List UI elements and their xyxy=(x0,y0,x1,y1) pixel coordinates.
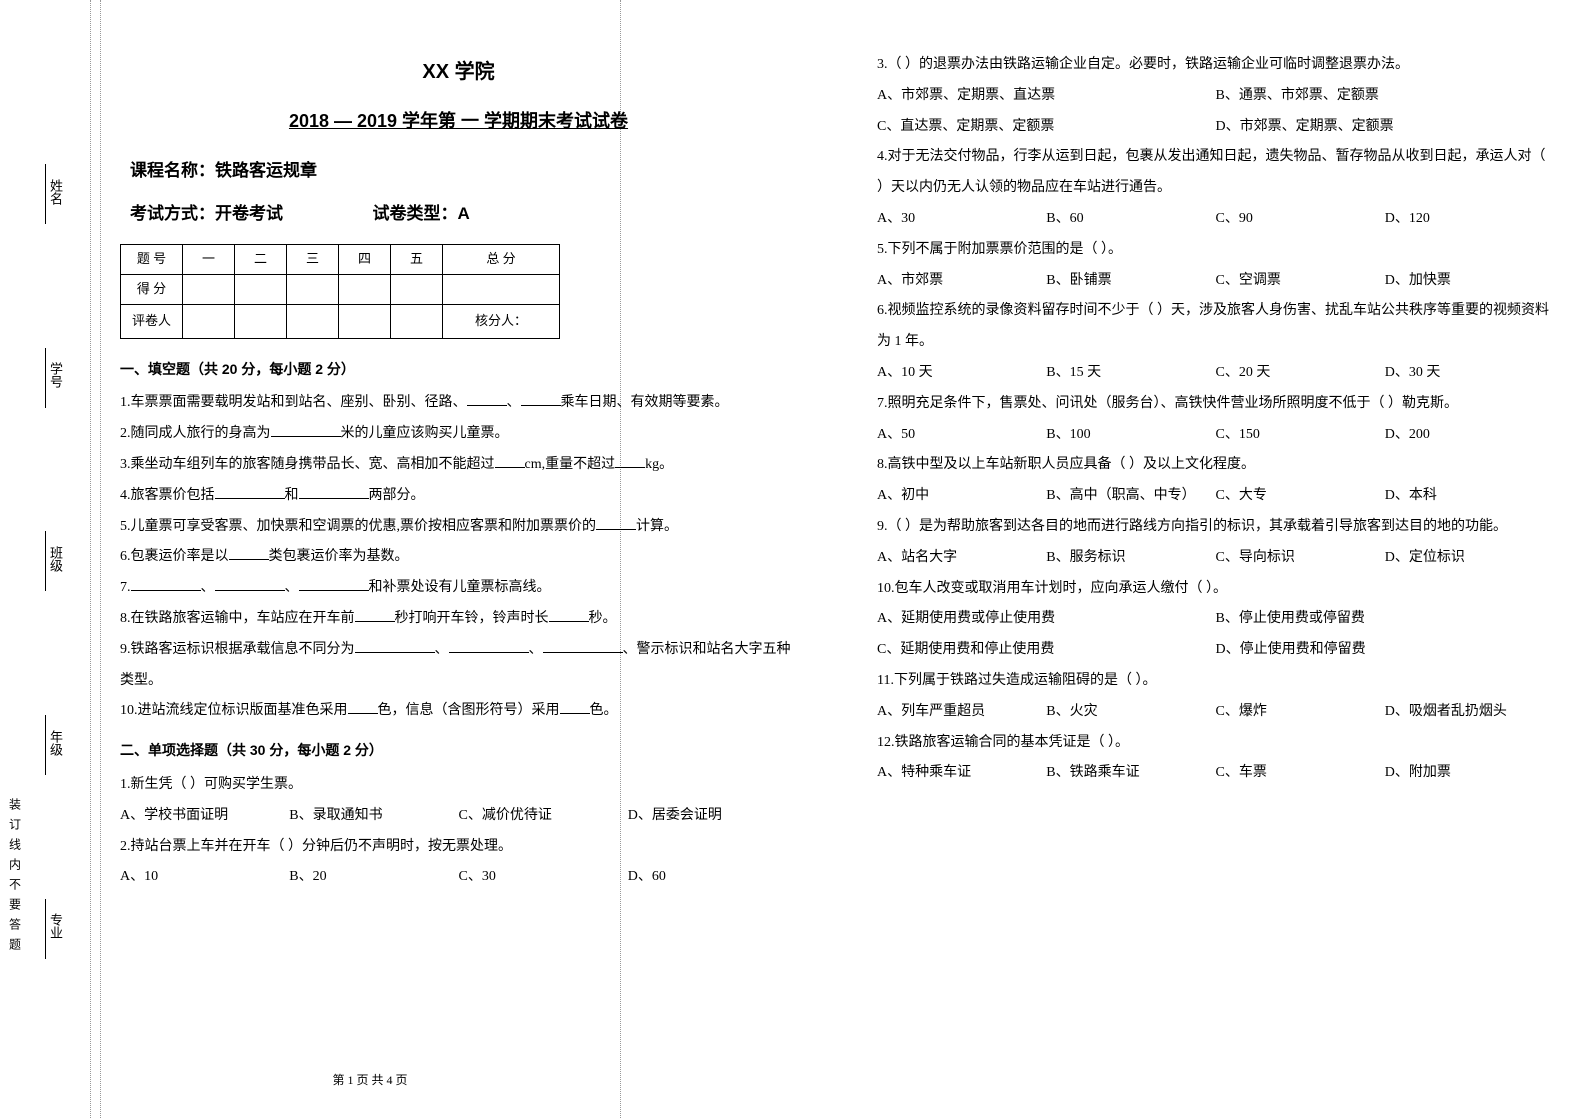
mc-q9-opts: A、站名大字 B、服务标识 C、导向标识 D、定位标识 xyxy=(877,543,1554,574)
label-grade: 年级 xyxy=(45,710,65,775)
mc-q2: 2.持站台票上车并在开车（ ）分钟后仍不声明时，按无票处理。 xyxy=(120,832,797,863)
mc-q4-opts: A、30 B、60 C、90 D、120 xyxy=(877,204,1554,235)
fill-q1: 1.车票票面需要载明发站和到站名、座别、卧别、径路、、乘车日期、有效期等要素。 xyxy=(120,388,797,419)
mc-q6: 6.视频监控系统的录像资料留存时间不少于（ ）天，涉及旅客人身伤害、扰乱车站公共… xyxy=(877,296,1554,358)
label-name: 姓名 xyxy=(45,159,65,224)
fill-q6: 6.包裹运价率是以类包裹运价率为基数。 xyxy=(120,542,797,573)
label-class: 班级 xyxy=(45,526,65,591)
binding-text-1: 装订线内 xyxy=(7,798,24,878)
school-name: XX 学院 xyxy=(120,50,797,94)
fill-q5: 5.儿童票可享受客票、加快票和空调票的优惠,票价按相应客票和附加票票价的计算。 xyxy=(120,512,797,543)
student-info-labels: 姓名 学号 班级 年级 专业 xyxy=(30,0,80,1118)
mc-q6-opts: A、10 天 B、15 天 C、20 天 D、30 天 xyxy=(877,358,1554,389)
table-row: 得 分 xyxy=(121,274,560,304)
binding-margin: 装订线内 不要答题 姓名 学号 班级 年级 专业 xyxy=(0,0,90,1118)
right-column: 3.（ ）的退票办法由铁路运输企业自定。必要时，铁路运输企业可临时调整退票办法。… xyxy=(857,50,1554,1068)
binding-text-2: 不要答题 xyxy=(7,878,24,958)
mc-q7-opts: A、50 B、100 C、150 D、200 xyxy=(877,420,1554,451)
section-1-title: 一、填空题（共 20 分，每小题 2 分） xyxy=(120,354,797,385)
mc-q4: 4.对于无法交付物品，行李从运到日起，包裹从发出通知日起，遗失物品、暂存物品从收… xyxy=(877,142,1554,204)
mc-q1: 1.新生凭（ ）可购买学生票。 xyxy=(120,770,797,801)
mc-q8-opts: A、初中 B、高中（职高、中专） C、大专 D、本科 xyxy=(877,481,1554,512)
section-2-title: 二、单项选择题（共 30 分，每小题 2 分） xyxy=(120,735,797,766)
mc-q10: 10.包车人改变或取消用车计划时，应向承运人缴付（ ）。 xyxy=(877,574,1554,605)
page-footer: 第 1 页 共 4 页 xyxy=(120,1071,620,1088)
mc-q12-opts: A、特种乘车证 B、铁路乘车证 C、车票 D、附加票 xyxy=(877,758,1554,789)
binding-line-2 xyxy=(100,0,101,1118)
binding-bottom-text: 装订线内 不要答题 xyxy=(0,0,30,1118)
method-line: 考试方式：开卷考试 试卷类型：A xyxy=(120,195,797,232)
mc-q2-opts: A、10 B、20 C、30 D、60 xyxy=(120,862,797,893)
mc-q7: 7.照明充足条件下，售票处、问讯处（服务台）、高铁快件营业场所照明度不低于（ ）… xyxy=(877,389,1554,420)
fill-q7: 7.、、和补票处设有儿童票标高线。 xyxy=(120,573,797,604)
score-table: 题 号 一 二 三 四 五 总 分 得 分 评卷人 核分人： xyxy=(120,244,560,338)
mc-q3-opts: A、市郊票、定期票、直达票 B、通票、市郊票、定额票 C、直达票、定期票、定额票… xyxy=(877,81,1554,143)
mc-q10-opts: A、延期使用费或停止使用费 B、停止使用费或停留费 C、延期使用费和停止使用费 … xyxy=(877,604,1554,666)
label-id: 学号 xyxy=(45,343,65,408)
mc-q11-opts: A、列车严重超员 B、火灾 C、爆炸 D、吸烟者乱扔烟头 xyxy=(877,697,1554,728)
mc-q5: 5.下列不属于附加票票价范围的是（ ）。 xyxy=(877,235,1554,266)
fill-q2: 2.随同成人旅行的身高为米的儿童应该购买儿童票。 xyxy=(120,419,797,450)
fill-q10: 10.进站流线定位标识版面基准色采用色，信息（含图形符号）采用色。 xyxy=(120,696,797,727)
course-line: 课程名称：铁路客运规章 xyxy=(120,152,797,189)
content-columns: XX 学院 2018 — 2019 学年第 一 学期期末考试试卷 课程名称：铁路… xyxy=(120,50,1554,1068)
fill-q9: 9.铁路客运标识根据承载信息不同分为、、、警示标识和站名大字五种类型。 xyxy=(120,635,797,697)
left-column: XX 学院 2018 — 2019 学年第 一 学期期末考试试卷 课程名称：铁路… xyxy=(120,50,817,1068)
mc-q8: 8.高铁中型及以上车站新职人员应具备（ ）及以上文化程度。 xyxy=(877,450,1554,481)
table-row: 题 号 一 二 三 四 五 总 分 xyxy=(121,245,560,275)
mc-q1-opts: A、学校书面证明 B、录取通知书 C、减价优待证 D、居委会证明 xyxy=(120,801,797,832)
mc-q9: 9.（ ）是为帮助旅客到达各目的地而进行路线方向指引的标识，其承载着引导旅客到达… xyxy=(877,512,1554,543)
fill-q3: 3.乘坐动车组列车的旅客随身携带品长、宽、高相加不能超过cm,重量不超过kg。 xyxy=(120,450,797,481)
table-row: 评卷人 核分人： xyxy=(121,304,560,338)
mc-q11: 11.下列属于铁路过失造成运输阻碍的是（ ）。 xyxy=(877,666,1554,697)
exam-title: 2018 — 2019 学年第 一 学期期末考试试卷 xyxy=(120,102,797,142)
fill-q4: 4.旅客票价包括和两部分。 xyxy=(120,481,797,512)
mc-q5-opts: A、市郊票 B、卧铺票 C、空调票 D、加快票 xyxy=(877,266,1554,297)
mc-q3: 3.（ ）的退票办法由铁路运输企业自定。必要时，铁路运输企业可临时调整退票办法。 xyxy=(877,50,1554,81)
label-major: 专业 xyxy=(45,894,65,959)
mc-q12: 12.铁路旅客运输合同的基本凭证是（ ）。 xyxy=(877,728,1554,759)
fill-q8: 8.在铁路旅客运输中，车站应在开车前秒打响开车铃，铃声时长秒。 xyxy=(120,604,797,635)
binding-line-1 xyxy=(90,0,91,1118)
